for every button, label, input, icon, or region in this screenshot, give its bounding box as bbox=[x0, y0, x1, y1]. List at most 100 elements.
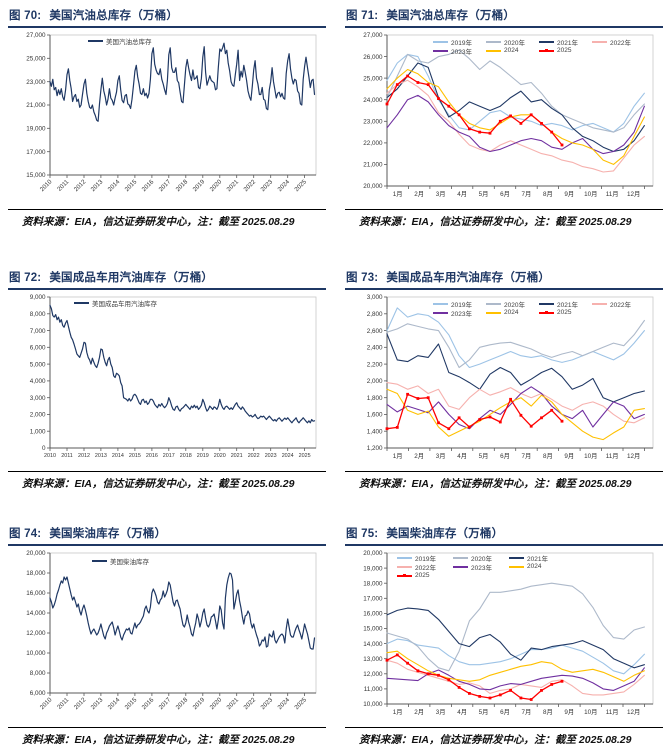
svg-text:1月: 1月 bbox=[393, 708, 403, 716]
svg-text:2025: 2025 bbox=[299, 453, 311, 459]
svg-text:1,800: 1,800 bbox=[367, 395, 383, 402]
figure-70-chart: 15,000 17,000 19,000 21,000 23,000 25,000 27,0… bbox=[8, 30, 326, 202]
svg-text:5月: 5月 bbox=[479, 708, 489, 716]
legend-item-2023年: 2023年 bbox=[433, 308, 486, 318]
legend-item-2023年: 2023年 bbox=[433, 46, 486, 56]
svg-text:12月: 12月 bbox=[627, 452, 640, 460]
legend-item-2022年: 2022年 bbox=[592, 299, 645, 309]
svg-text:2011: 2011 bbox=[61, 453, 73, 459]
svg-text:9,000: 9,000 bbox=[30, 294, 46, 301]
legend-label: 2019年 bbox=[451, 301, 472, 309]
legend-line-swatch bbox=[592, 40, 607, 43]
svg-text:5月: 5月 bbox=[479, 452, 489, 460]
figure-73-panel: 图 73: 美国成品车用汽油库存（万桶） 1,200 1,400 1,600 1,800… bbox=[345, 268, 663, 524]
legend-line-swatch bbox=[453, 556, 468, 559]
svg-text:15,000: 15,000 bbox=[363, 626, 383, 633]
legend-item-2020年: 2020年 bbox=[486, 37, 539, 47]
legend-label: 2022年 bbox=[415, 564, 436, 572]
legend-line-swatch bbox=[486, 49, 501, 52]
legend-item-2021年: 2021年 bbox=[509, 553, 565, 563]
svg-text:6月: 6月 bbox=[500, 708, 510, 716]
svg-text:1月: 1月 bbox=[393, 190, 403, 198]
legend-line-swatch bbox=[539, 310, 554, 315]
svg-text:8,000: 8,000 bbox=[30, 670, 46, 677]
svg-text:3月: 3月 bbox=[436, 190, 446, 198]
chart-legend: 2019年 2020年 2021年 2022年 2023年 2024 2025 bbox=[433, 37, 645, 56]
svg-text:25,000: 25,000 bbox=[363, 75, 383, 82]
svg-text:2020: 2020 bbox=[209, 696, 224, 711]
svg-text:2021: 2021 bbox=[225, 178, 240, 193]
svg-text:23,000: 23,000 bbox=[363, 119, 383, 126]
figure-73-title: 图 73: 美国成品车用汽油库存（万桶） bbox=[345, 268, 663, 290]
svg-text:2月: 2月 bbox=[414, 452, 424, 460]
svg-text:23,000: 23,000 bbox=[26, 79, 46, 86]
legend-label: 2024 bbox=[504, 309, 519, 316]
svg-text:2,000: 2,000 bbox=[367, 378, 383, 385]
svg-text:2013: 2013 bbox=[90, 178, 105, 193]
svg-text:10,000: 10,000 bbox=[363, 701, 383, 708]
figure-70-panel: 图 70: 美国汽油总库存（万桶） 15,000 17,000 19,000 21,00… bbox=[8, 6, 326, 268]
figure-74-title: 图 74: 美国柴油库存（万桶） bbox=[8, 524, 326, 546]
legend-line-swatch bbox=[539, 302, 554, 305]
legend-label: 2024 bbox=[504, 47, 519, 54]
legend-label: 2025 bbox=[415, 572, 430, 579]
svg-text:9月: 9月 bbox=[564, 452, 574, 460]
legend-item-2025: 2025 bbox=[539, 47, 592, 54]
legend-item-2024: 2024 bbox=[486, 47, 539, 54]
legend-marker bbox=[544, 310, 549, 315]
legend-line-swatch bbox=[88, 39, 103, 42]
legend-label: 2025 bbox=[557, 309, 572, 316]
svg-text:2016: 2016 bbox=[141, 696, 156, 711]
svg-text:12月: 12月 bbox=[627, 190, 640, 198]
figure-73-name: 美国成品车用汽油库存（万桶） bbox=[386, 272, 551, 284]
svg-text:2016: 2016 bbox=[141, 178, 156, 193]
svg-text:2025: 2025 bbox=[293, 696, 308, 711]
figure-74-chart: 6,000 8,000 10,000 12,000 14,000 16,000 18,000… bbox=[8, 548, 326, 720]
svg-text:27,000: 27,000 bbox=[363, 32, 383, 39]
legend-line-swatch bbox=[433, 40, 448, 43]
legend-line-swatch bbox=[592, 302, 607, 305]
svg-text:2011: 2011 bbox=[56, 696, 71, 711]
svg-text:2019: 2019 bbox=[192, 178, 207, 193]
figure-75-chart: 10,000 11,000 12,000 13,000 14,000 15,000 16,0… bbox=[345, 548, 663, 720]
figure-71-label: 图 71: bbox=[346, 10, 379, 22]
chart-legend: 美国柴油库存 bbox=[92, 556, 149, 566]
figure-70-title: 图 70: 美国汽油总库存（万桶） bbox=[8, 6, 326, 28]
legend-line-swatch bbox=[509, 565, 524, 568]
legend-marker bbox=[544, 48, 549, 53]
svg-text:1,000: 1,000 bbox=[30, 428, 46, 435]
legend-item-2019年: 2019年 bbox=[433, 299, 486, 309]
legend-item-2021年: 2021年 bbox=[539, 37, 592, 47]
legend-item-2021年: 2021年 bbox=[539, 299, 592, 309]
legend-line-swatch bbox=[92, 559, 107, 562]
svg-text:2024: 2024 bbox=[276, 178, 291, 193]
figure-71-chart: 20,000 21,000 22,000 23,000 24,000 25,000 26,0… bbox=[345, 30, 663, 202]
svg-text:2022: 2022 bbox=[242, 696, 257, 711]
svg-text:21,000: 21,000 bbox=[363, 162, 383, 169]
figure-74-source: 资料来源：EIA，信达证券研发中心，注：截至 2025.08.29 bbox=[8, 727, 326, 747]
svg-text:20,000: 20,000 bbox=[363, 183, 383, 190]
svg-text:2022: 2022 bbox=[242, 178, 257, 193]
svg-text:2017: 2017 bbox=[158, 696, 173, 711]
svg-text:3月: 3月 bbox=[436, 708, 446, 716]
figure-70-source: 资料来源：EIA，信达证券研发中心，注：截至 2025.08.29 bbox=[8, 209, 326, 229]
svg-text:2月: 2月 bbox=[414, 708, 424, 716]
figure-70-name: 美国汽油总库存（万桶） bbox=[49, 10, 179, 22]
svg-text:27,000: 27,000 bbox=[26, 32, 46, 39]
svg-text:2019: 2019 bbox=[192, 696, 207, 711]
legend-item-2019年: 2019年 bbox=[433, 37, 486, 47]
figure-71-name: 美国汽油总库存（万桶） bbox=[386, 10, 516, 22]
legend-label: 2025 bbox=[557, 47, 572, 54]
svg-text:2011: 2011 bbox=[56, 178, 71, 193]
svg-text:2014: 2014 bbox=[112, 453, 124, 459]
svg-text:26,000: 26,000 bbox=[363, 54, 383, 61]
legend-line-swatch bbox=[433, 49, 448, 52]
svg-text:2012: 2012 bbox=[73, 178, 88, 193]
chart-canvas: 10,000 11,000 12,000 13,000 14,000 15,000 16,0… bbox=[345, 548, 663, 725]
figure-72-title: 图 72: 美国成品车用汽油库存（万桶） bbox=[8, 268, 326, 290]
svg-text:2017: 2017 bbox=[163, 453, 175, 459]
svg-text:2021: 2021 bbox=[231, 453, 243, 459]
legend-line-swatch bbox=[486, 40, 501, 43]
chart-legend: 美国成品车用汽油库存 bbox=[74, 298, 157, 308]
svg-text:2023: 2023 bbox=[259, 178, 274, 193]
